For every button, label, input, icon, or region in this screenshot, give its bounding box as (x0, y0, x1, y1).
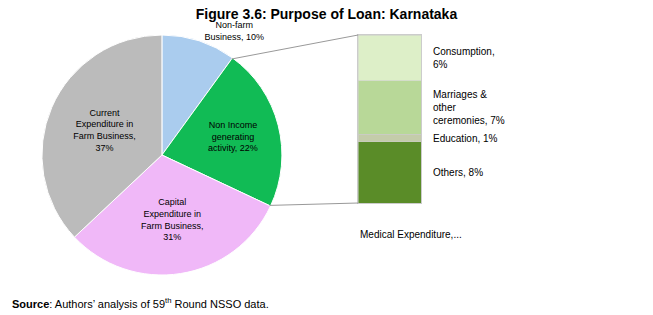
svg-text:Medical Expenditure,...: Medical Expenditure,... (360, 229, 462, 240)
svg-text:Source: Authors’ analysis of 5: Source: Authors’ analysis of 59​th​ Roun… (12, 296, 269, 310)
svg-text:Figure 3.6: Purpose of Loan: K: Figure 3.6: Purpose of Loan: Karnataka (196, 6, 458, 22)
svg-text:Consumption,6%: Consumption,6% (433, 46, 495, 70)
svg-text:CurrentExpenditure inFarm Busi: CurrentExpenditure inFarm Business,37% (73, 108, 136, 153)
svg-text:CapitalExpenditure inFarm Busi: CapitalExpenditure inFarm Business,31% (141, 197, 204, 242)
svg-text:Education, 1%: Education, 1% (433, 133, 498, 144)
svg-text:Non-farmBusiness, 10%: Non-farmBusiness, 10% (204, 20, 264, 42)
svg-text:Marriages &otherceremonies, 7%: Marriages &otherceremonies, 7% (433, 89, 505, 126)
svg-text:Non Incomegeneratingactivity,: Non Incomegeneratingactivity, 22% (208, 120, 258, 153)
svg-text:Others, 8%: Others, 8% (433, 167, 483, 178)
